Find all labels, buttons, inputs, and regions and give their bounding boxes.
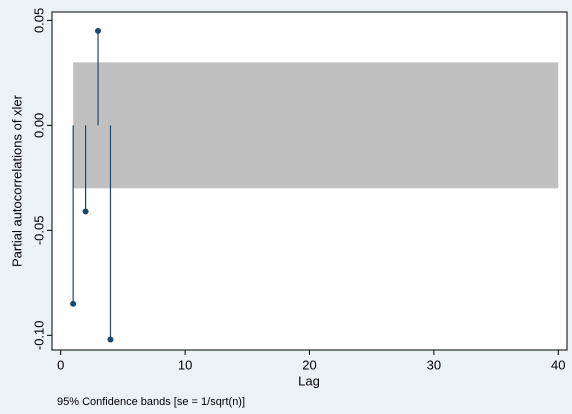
x-tick-label: 40 [551, 357, 565, 372]
y-axis-title: Partial autocorrelations of xler [9, 94, 24, 267]
x-tick-label: 20 [302, 357, 316, 372]
y-tick-label: 0.05 [31, 8, 46, 33]
x-tick-label: 0 [57, 357, 64, 372]
y-tick-label: -0.10 [31, 320, 46, 350]
point [70, 300, 77, 307]
point [95, 27, 102, 34]
x-tick-label: 10 [178, 357, 192, 372]
x-axis-title: Lag [298, 373, 320, 388]
confidence-band [73, 62, 559, 189]
point [82, 208, 89, 215]
x-tick-label: 30 [427, 357, 441, 372]
note: 95% Confidence bands [se = 1/sqrt(n)] [57, 396, 245, 408]
y-tick-label: 0.00 [31, 113, 46, 138]
point [107, 336, 114, 343]
y-tick-label: -0.05 [31, 216, 46, 246]
